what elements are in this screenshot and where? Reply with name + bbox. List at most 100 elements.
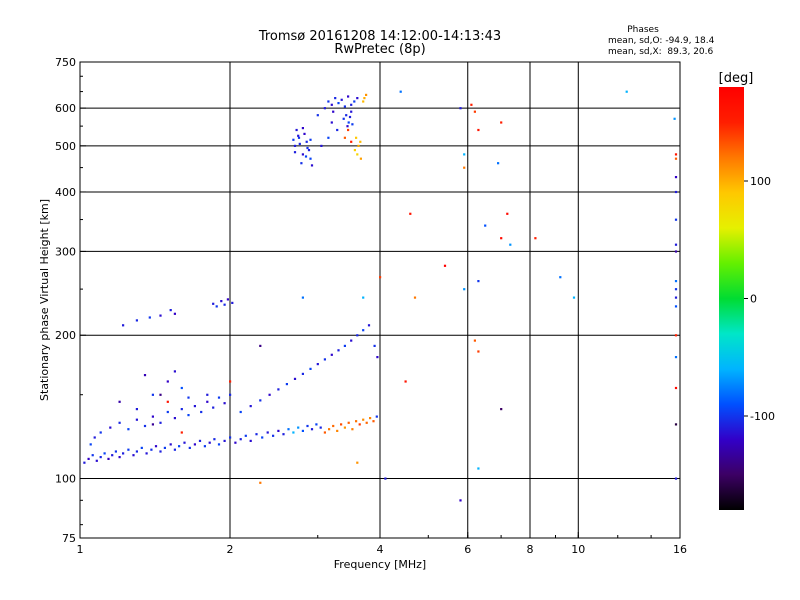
data-point <box>305 140 308 143</box>
data-point <box>470 103 473 106</box>
data-point <box>362 296 365 299</box>
data-point <box>103 452 106 455</box>
data-point <box>362 100 365 103</box>
data-point <box>674 288 678 291</box>
data-point <box>301 127 304 130</box>
data-point <box>150 448 153 451</box>
data-point <box>347 121 350 124</box>
data-point <box>674 296 678 299</box>
data-point <box>206 400 209 403</box>
data-point <box>229 393 232 396</box>
data-point <box>323 107 326 110</box>
data-point <box>500 237 503 240</box>
data-point <box>169 309 172 312</box>
data-point <box>346 125 349 128</box>
data-point <box>674 305 678 308</box>
data-point <box>340 423 343 426</box>
data-point <box>89 443 92 446</box>
data-point <box>375 415 378 418</box>
data-point <box>226 298 229 301</box>
y-axis-label: Stationary phase Virtual Height [km] <box>38 199 51 401</box>
data-point <box>357 144 360 147</box>
data-point <box>266 431 269 434</box>
data-point <box>95 459 98 462</box>
colorbar: [deg] -100 0 100 <box>719 71 775 510</box>
data-point <box>127 428 130 431</box>
data-point <box>234 441 237 444</box>
data-point <box>477 467 480 470</box>
data-point <box>169 443 172 446</box>
data-point <box>674 250 678 253</box>
data-point <box>239 438 242 441</box>
data-point <box>307 149 311 152</box>
data-point <box>674 386 678 390</box>
data-point <box>300 162 303 165</box>
data-point <box>159 314 162 317</box>
data-point <box>220 300 223 303</box>
data-point <box>93 436 96 439</box>
chart-title-line1: Tromsø 20161208 14:12:00-14:13:43 <box>258 29 501 44</box>
data-point <box>127 448 130 451</box>
colorbar-ticks: -100 0 100 <box>744 175 775 423</box>
data-point <box>355 136 358 139</box>
data-point <box>369 417 372 420</box>
colorbar-label: [deg] <box>719 71 754 86</box>
data-point <box>309 367 312 370</box>
data-point <box>292 138 295 141</box>
data-point <box>336 429 339 432</box>
x-tick-label: 1 <box>77 543 84 556</box>
data-point <box>193 405 196 408</box>
data-point <box>347 95 350 98</box>
data-point <box>111 454 114 457</box>
colorbar-tick-label: -100 <box>750 410 775 423</box>
data-point <box>356 97 359 100</box>
data-point <box>343 344 346 347</box>
data-point <box>348 115 352 119</box>
data-point <box>83 461 86 464</box>
data-point <box>91 454 94 457</box>
data-point <box>151 415 154 418</box>
data-point <box>330 353 333 356</box>
data-point <box>477 280 480 283</box>
chart-title-line2: RwPretec (8p) <box>334 42 425 57</box>
data-point <box>118 400 121 403</box>
data-point <box>301 153 304 156</box>
data-point <box>359 140 362 143</box>
y-axis: 75 100 200 300 400 500 600 750 <box>55 56 86 545</box>
data-point <box>356 153 359 156</box>
data-point <box>674 477 678 480</box>
data-point <box>187 396 190 399</box>
data-point <box>183 441 186 444</box>
colorbar-tick-label: 100 <box>750 175 771 188</box>
data-point <box>674 176 678 179</box>
data-point <box>249 405 252 408</box>
data-point <box>151 423 154 426</box>
data-point <box>347 128 350 132</box>
data-point <box>180 431 183 434</box>
data-point <box>159 421 162 424</box>
data-point <box>293 144 297 147</box>
data-point <box>166 400 169 403</box>
data-point <box>327 100 330 103</box>
data-point <box>506 212 509 215</box>
data-point <box>379 276 382 279</box>
data-point <box>306 424 309 428</box>
data-point <box>212 406 215 409</box>
data-point <box>500 408 503 411</box>
y-tick-label: 200 <box>55 329 76 342</box>
data-point <box>330 103 333 106</box>
x-axis: 1 2 4 6 8 10 16 <box>77 532 687 556</box>
data-point <box>309 157 312 160</box>
y-tick-label: 75 <box>62 532 76 545</box>
data-point <box>301 372 304 375</box>
data-point <box>166 410 169 414</box>
data-point <box>306 146 309 150</box>
data-point <box>87 457 90 460</box>
data-point <box>337 349 340 352</box>
data-point <box>350 103 353 106</box>
data-point <box>350 339 353 342</box>
x-tick-label: 8 <box>527 543 534 556</box>
data-point <box>122 452 125 455</box>
data-point <box>323 431 326 434</box>
data-point <box>118 421 121 424</box>
